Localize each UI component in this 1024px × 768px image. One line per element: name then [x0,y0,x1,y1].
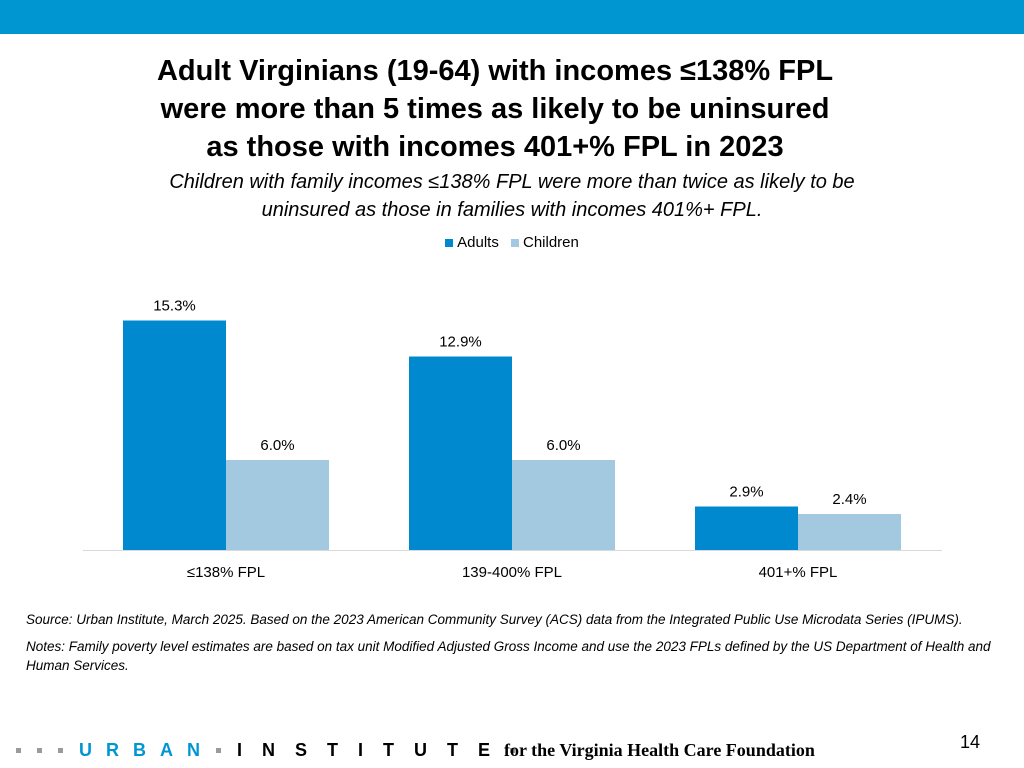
data-label-children-0: 6.0% [260,437,294,454]
legend-item-adults: Adults [445,234,499,252]
data-label-adults-1: 12.9% [439,334,482,351]
bar-adults-1 [409,356,512,550]
methodology-note: Notes: Family poverty level estimates ar… [26,639,991,673]
data-label-children-2: 2.4% [832,491,866,508]
subtitle-line: Children with family incomes ≤138% FPL w… [169,171,855,193]
bar-adults-0 [123,320,226,550]
bar-chart: 15.3% 6.0% ≤138% FPL 12.9% 6.0% 139-400% FPL 2… [83,298,942,581]
bar-children-1 [512,460,615,550]
page-number: 14 [960,732,981,752]
category-label-2: 401+% FPL [759,564,838,581]
slide-subtitle: Children with family incomes ≤138% FPL w… [80,168,944,224]
legend-label-children: Children [523,234,579,251]
logo-word-institute: INSTITUTE [237,739,510,760]
legend-label-adults: Adults [457,234,499,251]
foundation-credit: for the Virginia Health Care Foundation [504,740,815,760]
logo-dot [16,747,21,753]
urban-institute-logo: URBAN INSTITUTE [16,738,531,762]
legend-swatch-adults [445,239,454,247]
data-label-children-1: 6.0% [546,437,580,454]
slide-title: Adult Virginians (19-64) with incomes ≤1… [100,52,890,166]
legend-swatch-children [511,239,519,247]
logo-dot [58,747,63,753]
bar-children-0 [226,460,329,550]
logo-dot [37,747,42,753]
data-label-adults-0: 15.3% [153,298,196,315]
data-label-adults-2: 2.9% [729,484,763,501]
chart-notes: Source: Urban Institute, March 2025. Bas… [26,610,1006,683]
category-label-1: 139-400% FPL [462,564,562,581]
logo-dot [216,747,221,753]
bar-children-2 [798,514,901,550]
title-line: Adult Virginians (19-64) with incomes ≤1… [156,55,834,87]
legend-item-children: Children [511,234,579,252]
logo-dot [510,747,515,753]
bar-adults-2 [695,506,798,550]
title-line: as those with incomes 401+% FPL in 2023 [206,131,784,163]
logo-word-urban: URBAN [79,739,214,760]
chart-legend: Adults Children [0,234,1024,252]
top-accent-bar [0,0,1024,34]
title-line: were more than 5 times as likely to be u… [160,93,830,125]
source-note: Source: Urban Institute, March 2025. Bas… [26,612,963,627]
subtitle-line: uninsured as those in families with inco… [261,199,763,221]
category-label-0: ≤138% FPL [187,564,265,581]
